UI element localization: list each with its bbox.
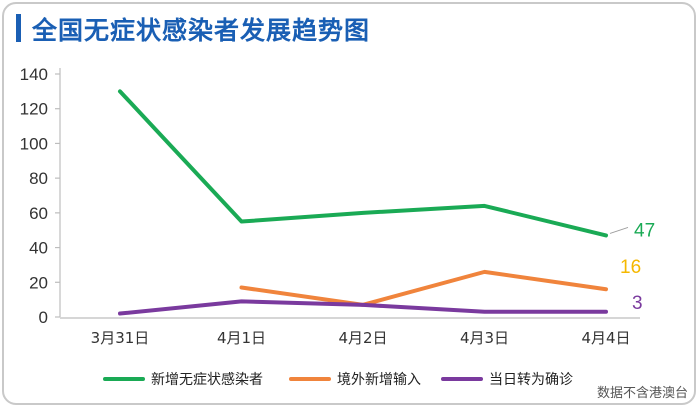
x-tick-label: 4月4日: [581, 329, 630, 347]
x-tick-label: 4月1日: [217, 329, 266, 347]
footnote: 数据不含港澳台: [596, 386, 688, 401]
legend-label-3: 当日转为确诊: [489, 372, 573, 388]
series-line-2: [239, 269, 608, 307]
chart-title: 全国无症状感染者发展趋势图: [32, 16, 371, 45]
x-tick-label: 4月3日: [460, 329, 509, 347]
x-tick-label: 4月2日: [338, 329, 387, 347]
legend-label-2: 境外新增输入: [337, 372, 421, 388]
x-tick-label: 3月31日: [91, 329, 150, 347]
y-tick-label: 120: [20, 100, 48, 119]
label-leader: [609, 226, 629, 234]
y-tick-label: 0: [39, 308, 48, 327]
y-tick-label: 60: [29, 204, 48, 223]
x-axis: 3月31日 4月1日 4月2日 4月3日 4月4日: [60, 317, 640, 347]
y-tick-label: 100: [20, 134, 48, 153]
y-tick-label: 40: [29, 239, 48, 258]
chart-frame: [2, 2, 696, 405]
series-lines: [118, 89, 608, 316]
series-line-1: [118, 89, 608, 238]
data-labels: 47 16 3: [609, 220, 655, 314]
y-tick-label: 140: [20, 65, 48, 84]
y-tick-label: 80: [29, 169, 48, 188]
legend: 新增无症状感染者 境外新增输入 当日转为确诊: [103, 371, 573, 388]
series-line-3: [118, 299, 608, 316]
data-label-3: 3: [632, 293, 643, 314]
data-label-2: 16: [620, 257, 641, 278]
y-axis: 0 20 40 60 80 100 120 140: [20, 65, 61, 327]
legend-label-1: 新增无症状感染者: [151, 371, 263, 388]
title-accent-bar: [16, 14, 21, 42]
y-tick-label: 20: [29, 273, 48, 292]
data-label-1: 47: [634, 220, 655, 241]
